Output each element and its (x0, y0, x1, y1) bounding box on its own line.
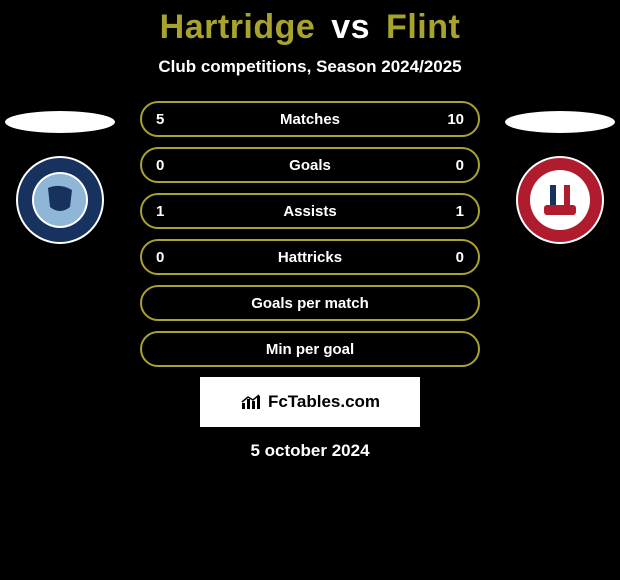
title-player1: Hartridge (160, 8, 316, 46)
stat-value-right: 0 (456, 241, 464, 273)
stat-value-left: 0 (156, 149, 164, 181)
stat-label: Goals per match (251, 295, 369, 312)
stat-row-goals-per-match: Goals per match (140, 285, 480, 321)
stat-label: Hattricks (278, 249, 342, 266)
stat-label: Assists (283, 203, 336, 220)
brand-box[interactable]: FcTables.com (200, 377, 420, 427)
stat-row-matches: 5 Matches 10 (140, 101, 480, 137)
player2-avatar-column (500, 101, 620, 245)
stat-label: Goals (289, 157, 331, 174)
player2-crest (510, 155, 610, 245)
title-player2: Flint (386, 8, 460, 46)
date-label: 5 october 2024 (140, 441, 480, 461)
stats-column: 5 Matches 10 0 Goals 0 1 Assists 1 0 Hat… (140, 101, 480, 461)
player2-avatar-placeholder (505, 111, 615, 133)
player1-avatar-column (0, 101, 120, 245)
stat-label: Matches (280, 111, 340, 128)
stat-value-right: 0 (456, 149, 464, 181)
stat-value-right: 10 (447, 103, 464, 135)
player1-crest (10, 155, 110, 245)
stat-row-assists: 1 Assists 1 (140, 193, 480, 229)
stat-value-left: 0 (156, 241, 164, 273)
title-vs: vs (331, 8, 370, 46)
stat-label: Min per goal (266, 341, 354, 358)
stat-value-left: 5 (156, 103, 164, 135)
main-area: 5 Matches 10 0 Goals 0 1 Assists 1 0 Hat… (0, 101, 620, 461)
brand-label: FcTables.com (268, 392, 380, 412)
comparison-card: Hartridge vs Flint Club competitions, Se… (0, 0, 620, 461)
stat-row-hattricks: 0 Hattricks 0 (140, 239, 480, 275)
title: Hartridge vs Flint (0, 8, 620, 47)
stat-value-left: 1 (156, 195, 164, 227)
subtitle: Club competitions, Season 2024/2025 (0, 57, 620, 77)
chart-icon (240, 393, 262, 411)
player1-avatar-placeholder (5, 111, 115, 133)
stat-value-right: 1 (456, 195, 464, 227)
stat-row-goals: 0 Goals 0 (140, 147, 480, 183)
stat-row-min-per-goal: Min per goal (140, 331, 480, 367)
